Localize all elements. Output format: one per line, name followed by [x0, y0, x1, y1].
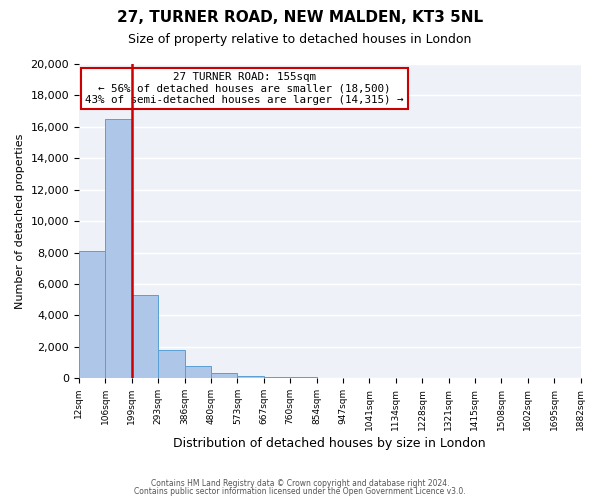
- Bar: [211, 374, 238, 378]
- Bar: [185, 366, 211, 378]
- Bar: [79, 251, 106, 378]
- X-axis label: Distribution of detached houses by size in London: Distribution of detached houses by size …: [173, 437, 486, 450]
- Bar: [132, 295, 158, 378]
- Text: 27, TURNER ROAD, NEW MALDEN, KT3 5NL: 27, TURNER ROAD, NEW MALDEN, KT3 5NL: [117, 10, 483, 25]
- Text: Contains HM Land Registry data © Crown copyright and database right 2024.: Contains HM Land Registry data © Crown c…: [151, 478, 449, 488]
- Y-axis label: Number of detached properties: Number of detached properties: [15, 134, 25, 309]
- Bar: [238, 376, 264, 378]
- Bar: [158, 350, 185, 378]
- Bar: [264, 376, 290, 378]
- Text: 27 TURNER ROAD: 155sqm
← 56% of detached houses are smaller (18,500)
43% of semi: 27 TURNER ROAD: 155sqm ← 56% of detached…: [85, 72, 404, 105]
- Text: Size of property relative to detached houses in London: Size of property relative to detached ho…: [128, 32, 472, 46]
- Text: Contains public sector information licensed under the Open Government Licence v3: Contains public sector information licen…: [134, 487, 466, 496]
- Bar: [106, 119, 132, 378]
